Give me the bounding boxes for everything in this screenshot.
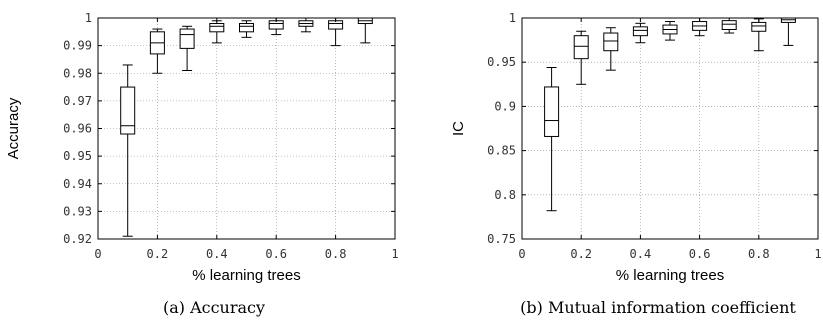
box-iqr — [120, 86, 136, 135]
chart-b-y-tick-label: 0.75 — [487, 232, 516, 246]
box-iqr — [544, 86, 560, 137]
chart-b-frame — [521, 17, 819, 240]
box-iqr — [328, 20, 344, 30]
chart-b-box-x0_4 — [632, 22, 648, 44]
chart-a-xlabel: % learning trees — [192, 267, 300, 284]
chart-a-box-x0_2 — [149, 28, 165, 74]
chart-b-box-x0_9 — [780, 17, 796, 46]
box-iqr — [721, 20, 737, 30]
chart-b-x-tick-label: 1 — [814, 247, 821, 261]
chart-b-y-tick-label: 0.8 — [494, 188, 516, 202]
box-iqr — [751, 21, 767, 32]
chart-a-grid — [97, 17, 396, 240]
chart-b-boxes — [544, 17, 796, 212]
chart-a-box-x0_9 — [357, 17, 373, 44]
chart-a-y-tick-label: 1 — [85, 11, 92, 25]
chart-a-y-tick-label: 0.92 — [63, 232, 92, 246]
chart-a-y-tick-label: 0.93 — [63, 204, 92, 218]
chart-a-box-x0_7 — [298, 17, 314, 33]
chart-b-box-x0_7 — [721, 17, 737, 34]
chart-a-x-tick-label: 0.6 — [265, 247, 287, 261]
chart-a-y-tick-label: 0.95 — [63, 149, 92, 163]
chart-a-box-x0_5 — [239, 20, 254, 38]
chart-a-y-tick-label: 0.96 — [63, 122, 92, 136]
chart-a-box-x0_8 — [328, 17, 344, 47]
chart-a-x-tick-label: 0 — [94, 247, 101, 261]
chart-b-x-tick-label: 0.8 — [748, 247, 770, 261]
chart-a-y-tick-label: 0.97 — [63, 94, 92, 108]
chart-b-caption: (b) Mutual information coefficient — [520, 298, 796, 317]
chart-a-y-tick-label: 0.94 — [63, 177, 92, 191]
chart-b-box-x0_5 — [662, 21, 678, 41]
box-iqr — [573, 35, 589, 60]
chart-a: 0.920.930.940.950.960.970.980.991 0 0.2 0.… — [5, 11, 399, 317]
chart-a-x-tick-label: 0.8 — [325, 247, 347, 261]
chart-b-box-x0_1 — [544, 67, 560, 212]
chart-a-y-ticks: 0.92 0.93 0.94 0.95 0.96 0.97 0.98 0.99 1 — [63, 11, 395, 246]
chart-a-x-ticks: 0 0.2 0.4 0.6 0.8 1 — [94, 18, 399, 261]
chart-a-caption: (a) Accuracy — [163, 298, 265, 317]
chart-b: 0.75 0.8 0.85 0.9 0.95 1 0 0.2 0.4 0.6 0.8 1 % lea… — [450, 11, 822, 317]
chart-b-y-tick-label: 1 — [509, 11, 516, 25]
chart-a-x-tick-label: 1 — [391, 247, 398, 261]
chart-a-y-tick-label: 0.99 — [63, 39, 92, 53]
box-iqr — [179, 28, 195, 49]
chart-a-box-x0_4 — [209, 20, 225, 44]
chart-b-grid — [521, 17, 819, 240]
chart-b-box-x0_2 — [573, 30, 589, 85]
chart-b-box-x0_3 — [603, 27, 619, 71]
chart-a-x-tick-label: 0.4 — [206, 247, 228, 261]
chart-b-y-ticks: 0.75 0.8 0.85 0.9 0.95 1 — [487, 11, 818, 246]
chart-a-box-x0_3 — [179, 25, 195, 71]
chart-a-x-tick-label: 0.2 — [147, 247, 169, 261]
chart-a-ylabel: Accuracy — [5, 97, 22, 159]
chart-b-x-tick-label: 0 — [518, 247, 525, 261]
box-iqr — [239, 23, 254, 33]
chart-b-x-tick-label: 0.6 — [689, 247, 711, 261]
chart-b-x-tick-label: 0.4 — [630, 247, 652, 261]
box-iqr — [209, 23, 225, 33]
chart-b-xlabel: % learning trees — [616, 267, 724, 284]
chart-b-x-ticks: 0 0.2 0.4 0.6 0.8 1 — [518, 18, 822, 261]
chart-b-y-tick-label: 0.85 — [487, 144, 516, 158]
chart-a-box-x0_1 — [120, 64, 136, 237]
box-iqr — [603, 32, 619, 52]
chart-b-box-x0_8 — [751, 18, 767, 52]
chart-a-boxes — [120, 17, 373, 237]
box-iqr — [268, 20, 284, 30]
box-iqr — [632, 26, 648, 37]
chart-a-y-tick-label: 0.98 — [63, 66, 92, 80]
chart-b-y-tick-label: 0.95 — [487, 55, 516, 69]
chart-b-y-tick-label: 0.9 — [494, 99, 516, 113]
chart-b-ylabel: IC — [450, 121, 467, 136]
chart-b-x-tick-label: 0.2 — [570, 247, 592, 261]
